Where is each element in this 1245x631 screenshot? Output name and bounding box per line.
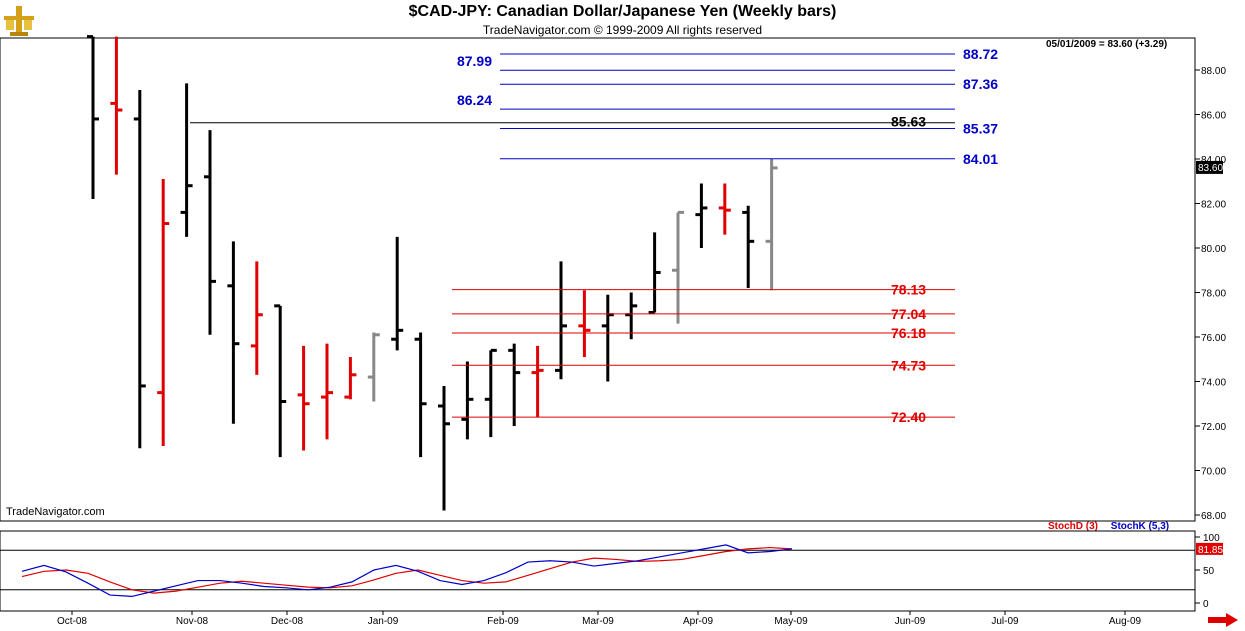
fib-level-label: 72.40 (891, 409, 926, 425)
ohlc-bar (321, 343, 333, 440)
fib-level-label: 85.37 (963, 121, 998, 137)
ohlc-bar (531, 345, 544, 418)
ohlc-bar (133, 90, 146, 449)
last-price-tag: 83.60 (1198, 163, 1223, 174)
price-axis-label: 78.00 (1201, 289, 1226, 300)
time-axis-label: Feb-09 (487, 616, 519, 627)
chart-title: $CAD-JPY: Canadian Dollar/Japanese Yen (… (408, 3, 837, 20)
ohlc-bar (180, 83, 193, 237)
price-axis-label: 86.00 (1201, 111, 1226, 122)
ohlc-bar (742, 205, 755, 289)
time-axis-label: Aug-09 (1109, 616, 1142, 627)
ohlc-bar (601, 294, 614, 382)
time-axis-label: Apr-09 (683, 616, 713, 627)
ohlc-bar (367, 332, 380, 402)
stoch-value-tag: 81.85 (1198, 545, 1223, 556)
time-axis-label: Jul-09 (991, 616, 1019, 627)
price-axis-label: 80.00 (1201, 244, 1226, 255)
ohlc-bar (578, 290, 591, 358)
ohlc-bar (157, 179, 170, 447)
price-axis-label: 70.00 (1201, 467, 1226, 478)
ohlc-bar (718, 183, 731, 235)
ohlc-bar (765, 159, 778, 291)
price-panel-frame (0, 37, 1196, 522)
time-axis-label: Nov-08 (176, 616, 209, 627)
ohlc-bar (484, 348, 497, 438)
scroll-right-arrow-icon[interactable] (1208, 613, 1238, 627)
stoch-panel-frame (0, 530, 1196, 612)
fib-level-label: 77.04 (891, 306, 926, 322)
ohlc-bar (250, 261, 263, 375)
price-axis-label: 84.00 (1201, 155, 1226, 166)
ohlc-bar (461, 361, 474, 440)
trade-navigator-logo-icon[interactable] (2, 4, 36, 38)
time-axis-label: Dec-08 (271, 616, 304, 627)
pivot-level-label: 85.63 (891, 114, 926, 130)
stoch-axis-label: 100 (1203, 533, 1220, 544)
legend-stochd: StochD (3) (1048, 521, 1098, 532)
stochastic-legend: StochD (3) StochK (5,3) (1048, 521, 1169, 532)
ohlc-bar (625, 292, 638, 340)
price-axis-label: 72.00 (1201, 422, 1226, 433)
price-axis-label: 76.00 (1201, 333, 1226, 344)
ohlc-bar (508, 343, 521, 426)
price-axis-label: 74.00 (1201, 378, 1226, 389)
fib-level-label: 84.01 (963, 151, 998, 167)
stoch-value-tag-bg (1196, 542, 1223, 555)
ohlc-bar (110, 36, 123, 175)
price-axis-label: 82.00 (1201, 200, 1226, 211)
ohlc-bar (648, 232, 661, 315)
ohlc-bar (227, 241, 240, 424)
last-price-info: 05/01/2009 = 83.60 (+3.29) (1046, 39, 1168, 50)
ohlc-bar (204, 130, 216, 335)
fib-level-label: 78.13 (891, 282, 926, 298)
time-axis-label: May-09 (774, 616, 808, 627)
fib-level-label: 87.99 (457, 53, 492, 69)
time-axis-label: Jan-09 (368, 616, 399, 627)
last-price-tag-bg (1196, 160, 1223, 174)
time-axis-label: Mar-09 (582, 616, 614, 627)
copyright-text: TradeNavigator.com © 1999-2009 All right… (482, 23, 763, 37)
stoch-axis-label: 0 (1203, 599, 1209, 610)
legend-stochk: StochK (5,3) (1110, 521, 1170, 532)
fib-level-label: 76.18 (891, 325, 926, 341)
ohlc-bar (438, 385, 450, 511)
ohlc-bar (297, 345, 310, 451)
ohlc-bar (344, 357, 357, 400)
ohlc-bar (274, 304, 287, 458)
ohlc-bar (672, 210, 684, 324)
ohlc-bar (414, 332, 427, 458)
watermark-text: TradeNavigator.com (6, 506, 105, 518)
ohlc-bar (391, 236, 404, 351)
price-axis-label: 88.00 (1201, 66, 1226, 77)
stoch-series-line (21, 544, 793, 598)
ohlc-bar (695, 183, 708, 248)
time-axis-label: Oct-08 (57, 616, 87, 627)
price-axis-label: 68.00 (1201, 511, 1226, 522)
ohlc-bar (555, 261, 567, 380)
time-axis-label: Jun-09 (895, 616, 926, 627)
stoch-axis-label: 50 (1203, 566, 1215, 577)
fib-level-label: 88.72 (963, 46, 998, 62)
ohlc-bar (87, 35, 99, 200)
fib-level-label: 74.73 (891, 357, 926, 373)
fib-level-label: 87.36 (963, 76, 998, 92)
fib-level-label: 86.24 (457, 92, 492, 108)
